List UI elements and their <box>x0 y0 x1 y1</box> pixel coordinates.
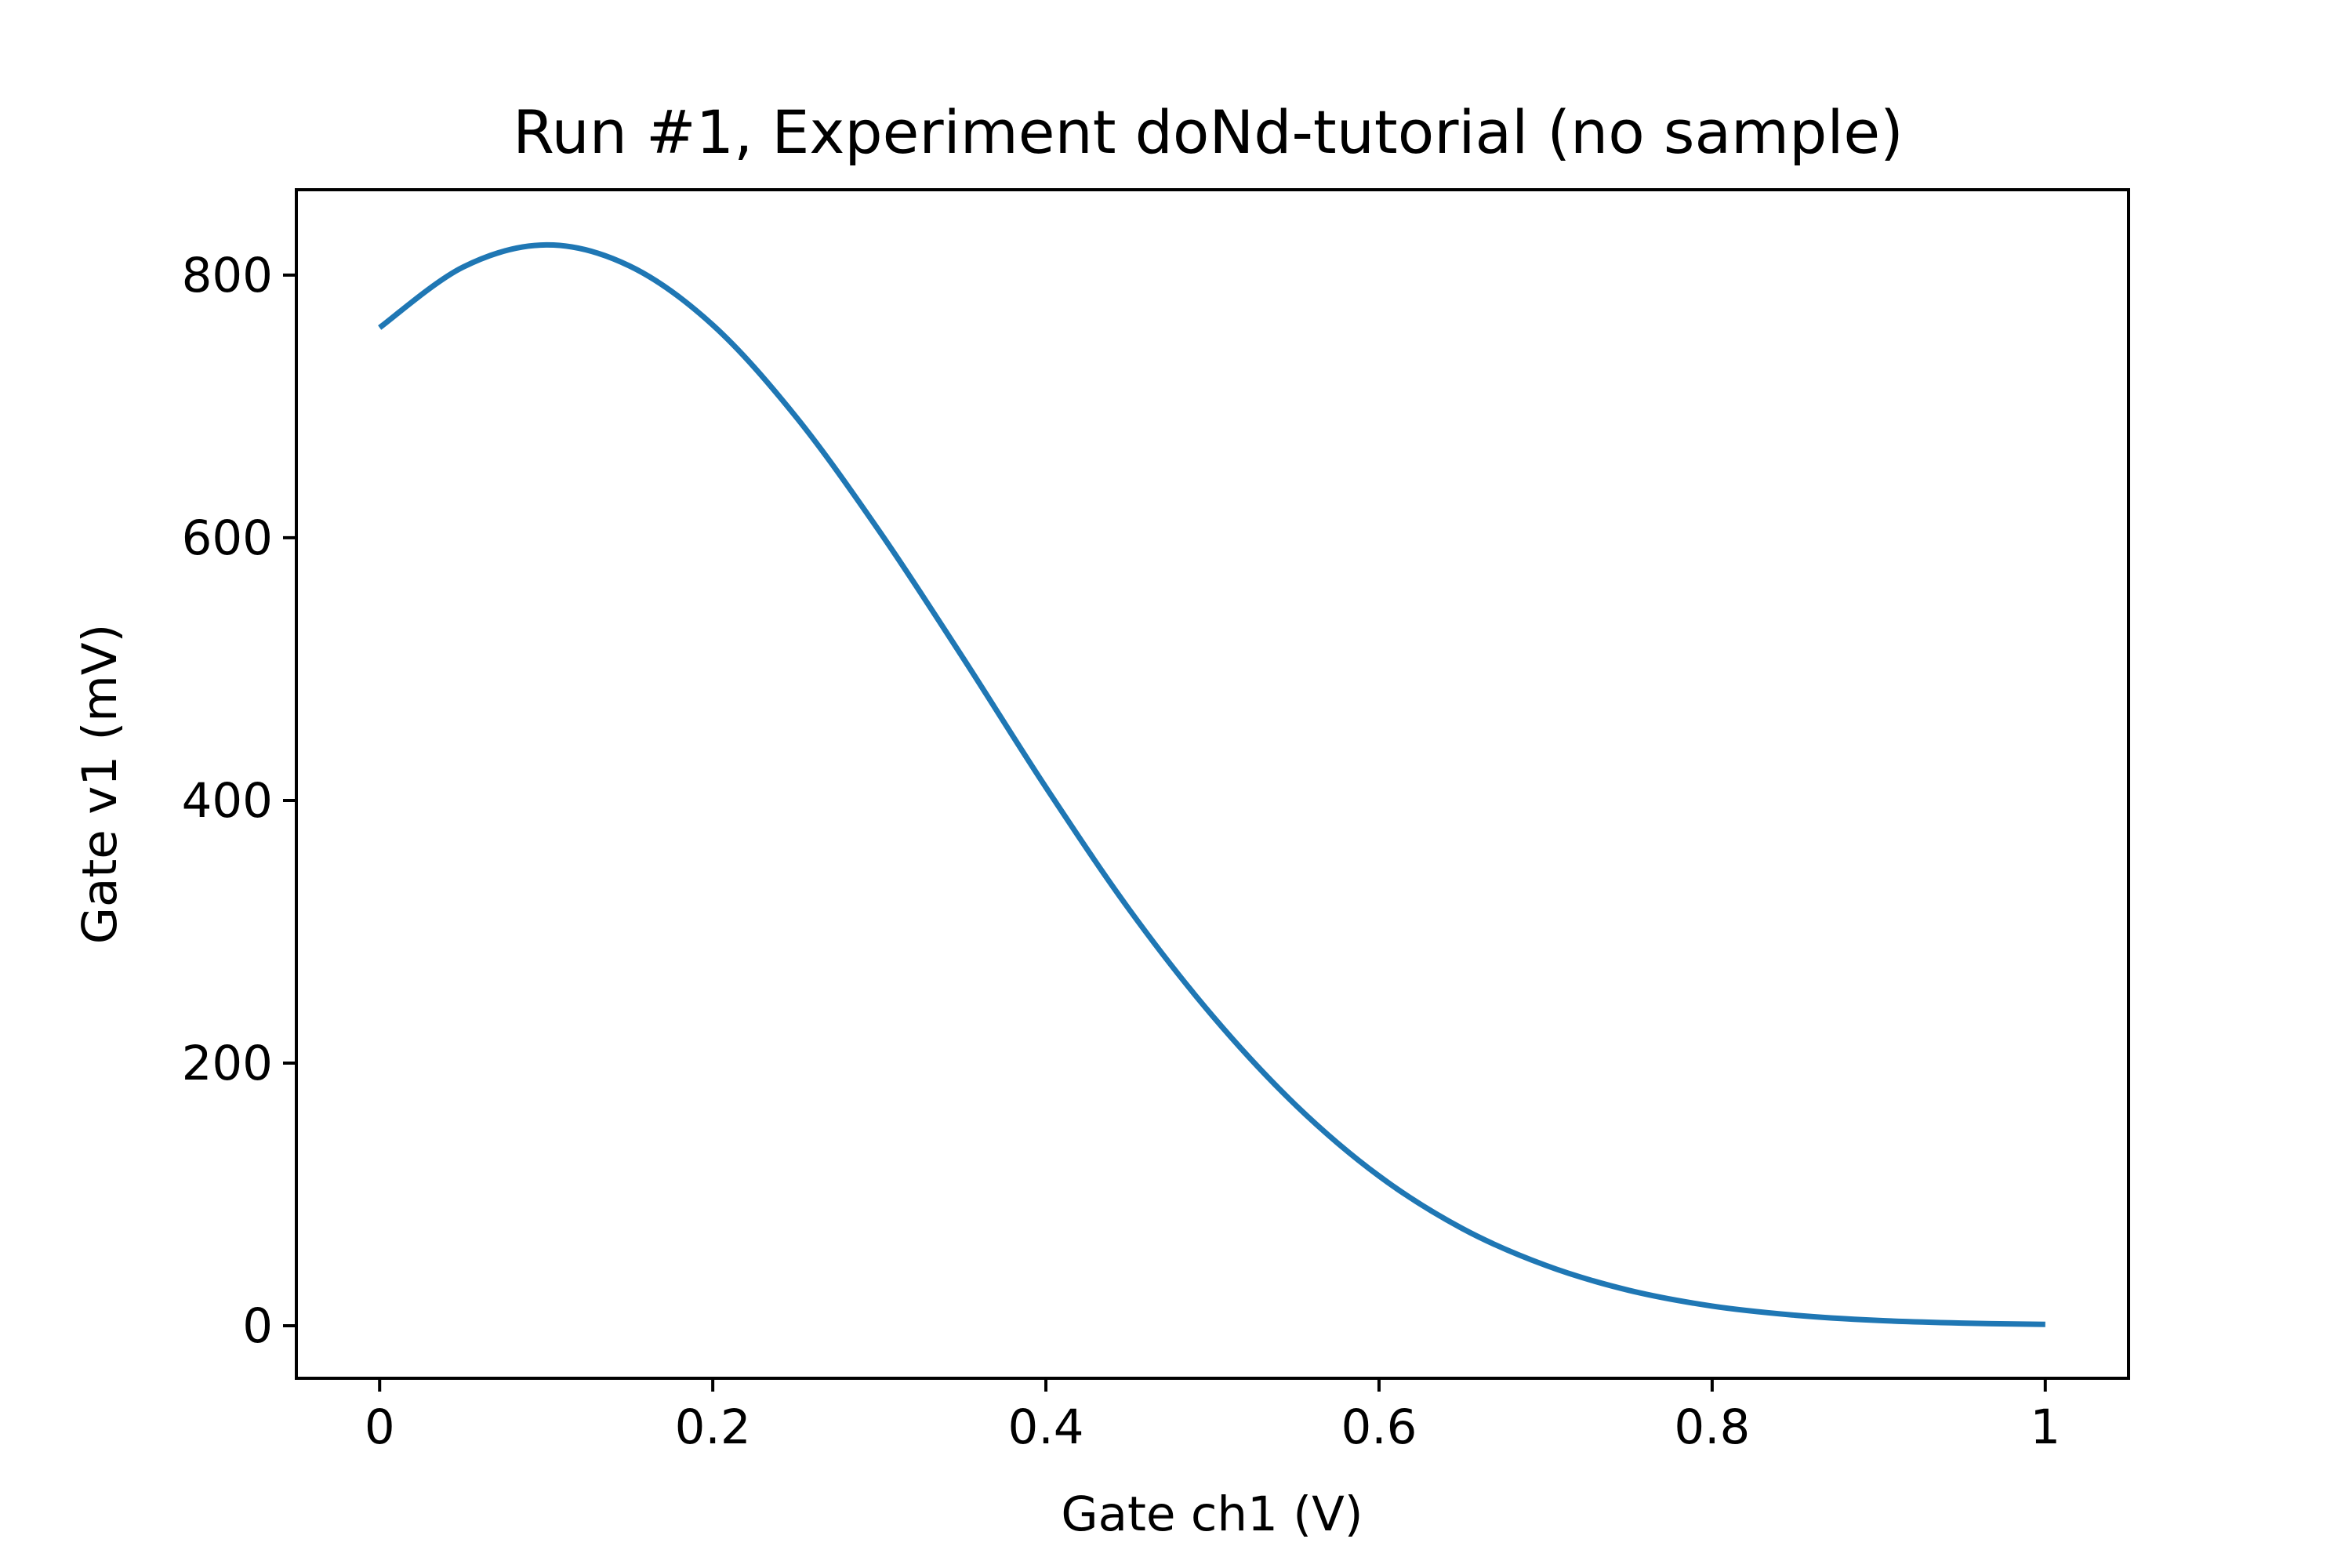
x-tick-label: 0 <box>365 1399 395 1455</box>
x-axis-label: Gate ch1 (V) <box>1061 1486 1363 1542</box>
x-tick-label: 0.2 <box>675 1399 751 1455</box>
y-tick-label: 200 <box>182 1036 273 1091</box>
y-tick-label: 800 <box>182 248 273 303</box>
x-tick-label: 0.8 <box>1674 1399 1750 1455</box>
y-axis-ticks: 0 200 400 600 800 <box>182 248 296 1354</box>
y-axis-label: Gate v1 (mV) <box>72 624 128 945</box>
chart-title: Run #1, Experiment doNd-tutorial (no sam… <box>513 97 1904 167</box>
x-axis-ticks: 0 0.2 0.4 0.6 0.8 1 <box>365 1378 2060 1455</box>
y-tick-label: 600 <box>182 510 273 566</box>
plot-frame <box>295 188 2130 1380</box>
x-tick-label: 0.4 <box>1008 1399 1084 1455</box>
series-line <box>378 241 2045 1327</box>
y-tick-label: 0 <box>242 1298 273 1354</box>
y-tick-label: 400 <box>182 773 273 829</box>
x-tick-label: 1 <box>2030 1399 2060 1455</box>
x-tick-label: 0.6 <box>1341 1399 1417 1455</box>
